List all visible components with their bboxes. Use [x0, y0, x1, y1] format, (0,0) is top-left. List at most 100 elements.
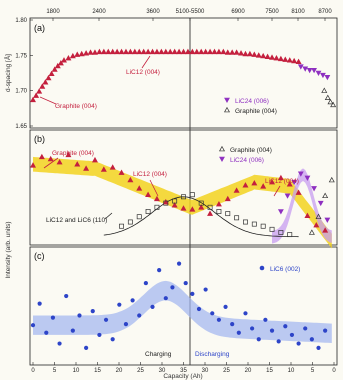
panel-b-point [295, 189, 302, 195]
x-tick-label: 0 [332, 368, 336, 374]
panel-a-point [45, 74, 52, 81]
panel-b-point [47, 155, 54, 162]
panel-a-point [315, 70, 322, 77]
annotation-b-110: LiC12 and LiC6 (110) [46, 217, 107, 224]
panel-b-point [317, 200, 324, 207]
panel-b-point [136, 185, 143, 191]
panel-c-point [103, 317, 109, 322]
panel-c-point [223, 304, 228, 309]
panel-b-point [100, 166, 107, 172]
panel-a-point [122, 48, 129, 55]
top-tick-label: 5100-5500 [176, 9, 205, 15]
panel-a-point [171, 48, 178, 55]
panel-a-point [184, 48, 191, 55]
panel-b-point [322, 227, 329, 233]
panel-c-point [110, 337, 115, 342]
panel-a-point [39, 83, 46, 89]
panel-a-point [118, 48, 125, 55]
panel-a-point [286, 57, 293, 63]
panel-b-point [324, 217, 331, 223]
panel-c-point [203, 287, 208, 292]
panel-a-point [202, 48, 209, 55]
panel-a-point [324, 75, 331, 81]
panel-b-point [30, 162, 36, 168]
panel-a-point [224, 49, 231, 55]
panel-c-point [323, 328, 328, 333]
panel-c-point [97, 332, 102, 338]
panel-b-point [315, 213, 322, 220]
annotations-layer: LiC12 (004) Graphite (004) LiC24 (006) Grap… [39, 55, 300, 358]
x-tick-label: 10 [288, 368, 295, 374]
panel-c-point [316, 345, 321, 350]
annotation-b-lic12-right: LiC12 (004) [265, 178, 299, 185]
panel-b-point [233, 187, 240, 193]
panel-a-label: (a) [34, 23, 45, 33]
panel-c-point [37, 301, 42, 306]
panel-b-point [127, 176, 134, 183]
panel-c-point [70, 328, 75, 333]
panel-b-point [189, 206, 196, 212]
panel-c-point [170, 285, 175, 290]
panel-a-point [269, 54, 276, 60]
marks-layer [30, 48, 337, 350]
panel-b-point [284, 193, 291, 199]
panel-c-point [296, 341, 301, 346]
panel-c-point [243, 311, 248, 316]
annotation-a-lic12: LiC12 (004) [126, 69, 160, 76]
panel-b-point [180, 205, 187, 211]
annotation-arrow [273, 185, 281, 197]
x-tick-label: 15 [266, 368, 273, 374]
legend-a-marker [224, 97, 230, 104]
annotation-arrow [141, 55, 151, 69]
band-purple [272, 168, 332, 244]
panel-a-ylabel: d-spacing [Å] [3, 54, 12, 92]
panel-c-point [163, 296, 168, 301]
legend-a-graphite: Graphite (004) [235, 108, 277, 115]
axes-layer: 1800 2400 3600 5100-5500 6900 7500 8100 8700 1.6… [15, 9, 336, 374]
legend-b-marker [219, 156, 225, 163]
panel-b-label: (b) [34, 134, 45, 144]
panel-c-point [256, 337, 261, 342]
panel-b-point [109, 164, 116, 170]
panel-b-point [308, 229, 315, 235]
panel-b-point [234, 215, 240, 221]
panel-c-point [210, 311, 215, 316]
panel-b-point [189, 192, 195, 198]
panel-a-point [282, 56, 289, 62]
panel-a-point [220, 48, 227, 55]
panel-a-point [320, 72, 326, 79]
x-tick-label: 15 [94, 368, 101, 374]
panel-a-point [136, 48, 143, 55]
annotation-a-graphite: Graphite (004) [55, 103, 97, 110]
x-tick-label: 30 [159, 368, 166, 374]
panel-a-point [54, 62, 61, 69]
panel-a-point [33, 92, 40, 98]
panel-a-point [215, 48, 222, 55]
panel-a-point [145, 48, 152, 55]
legend-b-marker [219, 145, 225, 152]
panel-a-point [87, 49, 94, 55]
x-tick-label: 25 [223, 368, 230, 374]
panel-a-point [273, 55, 280, 61]
panel-a-point [109, 48, 116, 55]
panel-b-point [198, 204, 205, 210]
panel-a-point [207, 48, 214, 55]
panel-b-point [277, 209, 284, 215]
panel-c-point [90, 309, 95, 314]
panel-a-point [162, 48, 169, 55]
panel-a-point [198, 48, 205, 55]
panel-a-point [153, 48, 160, 55]
fit-curve-110 [103, 196, 299, 238]
panel-c-point [283, 324, 288, 329]
panel-c-point [309, 337, 314, 342]
panel-b-point [74, 161, 81, 167]
panel-a-point [321, 87, 328, 93]
panel-c-point [77, 313, 82, 318]
panel-c-label: (c) [34, 251, 45, 261]
x-axis-title: Capacity (Ah) [163, 373, 202, 380]
panel-a-point [180, 48, 187, 55]
panel-b-ylabel: Intensity (arb. units) [5, 221, 12, 278]
panel-b-point [198, 200, 204, 206]
legend-b-graphite: Graphite (004) [230, 147, 272, 154]
